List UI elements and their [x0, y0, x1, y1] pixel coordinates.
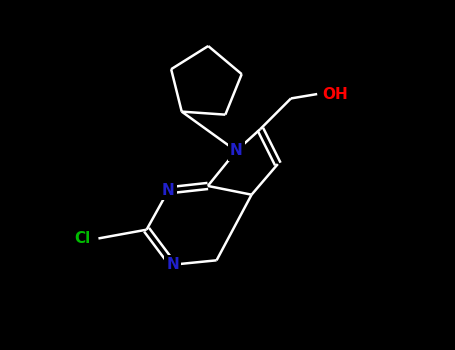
Text: N: N: [167, 257, 179, 272]
Text: Cl: Cl: [74, 231, 91, 246]
Text: N: N: [162, 183, 175, 198]
Text: OH: OH: [323, 86, 348, 102]
Text: N: N: [230, 144, 243, 159]
